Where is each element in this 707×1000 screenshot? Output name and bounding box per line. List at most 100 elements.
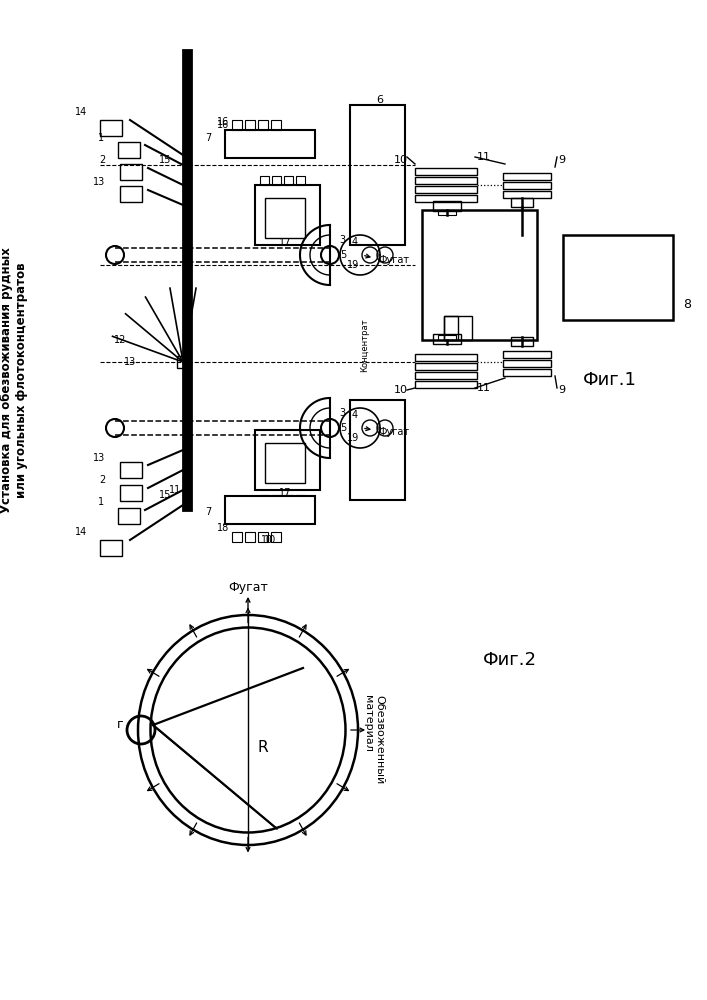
Text: 5: 5	[340, 250, 346, 260]
Text: 3: 3	[339, 408, 345, 418]
Bar	[438, 210, 456, 215]
Bar	[503, 173, 551, 180]
Bar	[422, 210, 537, 340]
Bar	[284, 495, 293, 504]
Text: Фиг.2: Фиг.2	[483, 651, 537, 669]
Text: 2: 2	[99, 475, 105, 485]
Bar	[296, 495, 305, 504]
Text: 17: 17	[279, 238, 291, 248]
Text: 13: 13	[124, 357, 136, 367]
Bar	[120, 485, 142, 501]
Bar	[118, 142, 140, 158]
Text: 6: 6	[377, 95, 383, 105]
Text: 7: 7	[205, 133, 211, 143]
Bar	[232, 120, 242, 130]
Bar	[272, 495, 281, 504]
Text: Фугат: Фугат	[378, 427, 409, 437]
Bar	[296, 176, 305, 185]
Text: R: R	[257, 740, 269, 756]
Bar	[415, 354, 477, 361]
Bar	[284, 176, 293, 185]
Text: 12: 12	[114, 335, 126, 345]
Text: Обезвоженный
материал: Обезвоженный материал	[363, 695, 385, 785]
Bar	[258, 532, 268, 542]
Text: 11: 11	[477, 152, 491, 162]
Bar	[444, 316, 472, 340]
Bar	[100, 120, 122, 136]
Bar	[415, 363, 477, 370]
Bar	[438, 335, 456, 340]
Text: Фугат: Фугат	[228, 582, 268, 594]
Text: 9: 9	[558, 155, 565, 165]
Text: Концентрат: Концентрат	[361, 318, 370, 372]
Text: 17: 17	[279, 488, 291, 498]
Bar	[118, 508, 140, 524]
Bar	[272, 176, 281, 185]
Bar	[433, 334, 461, 344]
Text: 4: 4	[352, 237, 358, 247]
Text: 16: 16	[217, 117, 229, 127]
Text: 14: 14	[75, 527, 87, 537]
Bar	[265, 198, 305, 238]
Bar	[260, 495, 269, 504]
Bar	[415, 381, 477, 388]
Text: 2: 2	[99, 155, 105, 165]
Text: 3: 3	[339, 235, 345, 245]
Bar	[255, 185, 320, 245]
Text: 10: 10	[394, 385, 408, 395]
Text: 10: 10	[394, 155, 408, 165]
Bar	[245, 120, 255, 130]
Text: 1: 1	[98, 133, 104, 143]
Text: 19: 19	[347, 260, 359, 270]
Bar	[503, 369, 551, 376]
Bar	[258, 120, 268, 130]
Text: 10: 10	[261, 535, 273, 545]
Bar	[511, 198, 533, 207]
Text: 15: 15	[159, 490, 171, 500]
Bar	[225, 130, 315, 158]
Bar	[260, 176, 269, 185]
Text: 11: 11	[477, 383, 491, 393]
Bar	[245, 532, 255, 542]
Bar	[225, 496, 315, 524]
Bar	[415, 186, 477, 193]
Bar	[350, 105, 405, 245]
Text: 16: 16	[217, 120, 229, 130]
Text: 14: 14	[75, 107, 87, 117]
Bar	[563, 235, 673, 320]
Bar	[177, 356, 189, 368]
Bar	[415, 168, 477, 175]
Text: г: г	[117, 718, 123, 732]
Bar	[433, 201, 461, 211]
Bar	[503, 351, 551, 358]
Text: Фиг.1: Фиг.1	[583, 371, 637, 389]
Bar	[503, 191, 551, 198]
Bar	[503, 182, 551, 189]
Bar	[100, 540, 122, 556]
Text: 18: 18	[217, 523, 229, 533]
Bar	[255, 430, 320, 490]
Text: 8: 8	[683, 298, 691, 312]
Bar	[503, 360, 551, 367]
Bar	[271, 120, 281, 130]
Text: 13: 13	[93, 453, 105, 463]
Bar	[415, 372, 477, 379]
Text: 19: 19	[347, 433, 359, 443]
Bar	[183, 50, 191, 510]
Bar	[444, 316, 458, 340]
Text: 13: 13	[93, 177, 105, 187]
Bar	[271, 532, 281, 542]
Text: 4: 4	[352, 410, 358, 420]
Bar	[265, 443, 305, 483]
Bar	[120, 462, 142, 478]
Text: Установка для обезвоживания рудных
или угольных флотоконцентратов: Установка для обезвоживания рудных или у…	[0, 247, 28, 513]
Text: 5: 5	[340, 423, 346, 433]
Bar	[415, 177, 477, 184]
Bar	[120, 186, 142, 202]
Text: 7: 7	[205, 507, 211, 517]
Bar	[350, 400, 405, 500]
Text: 11: 11	[169, 485, 181, 495]
Text: 1: 1	[98, 497, 104, 507]
Bar	[415, 195, 477, 202]
Bar	[120, 164, 142, 180]
